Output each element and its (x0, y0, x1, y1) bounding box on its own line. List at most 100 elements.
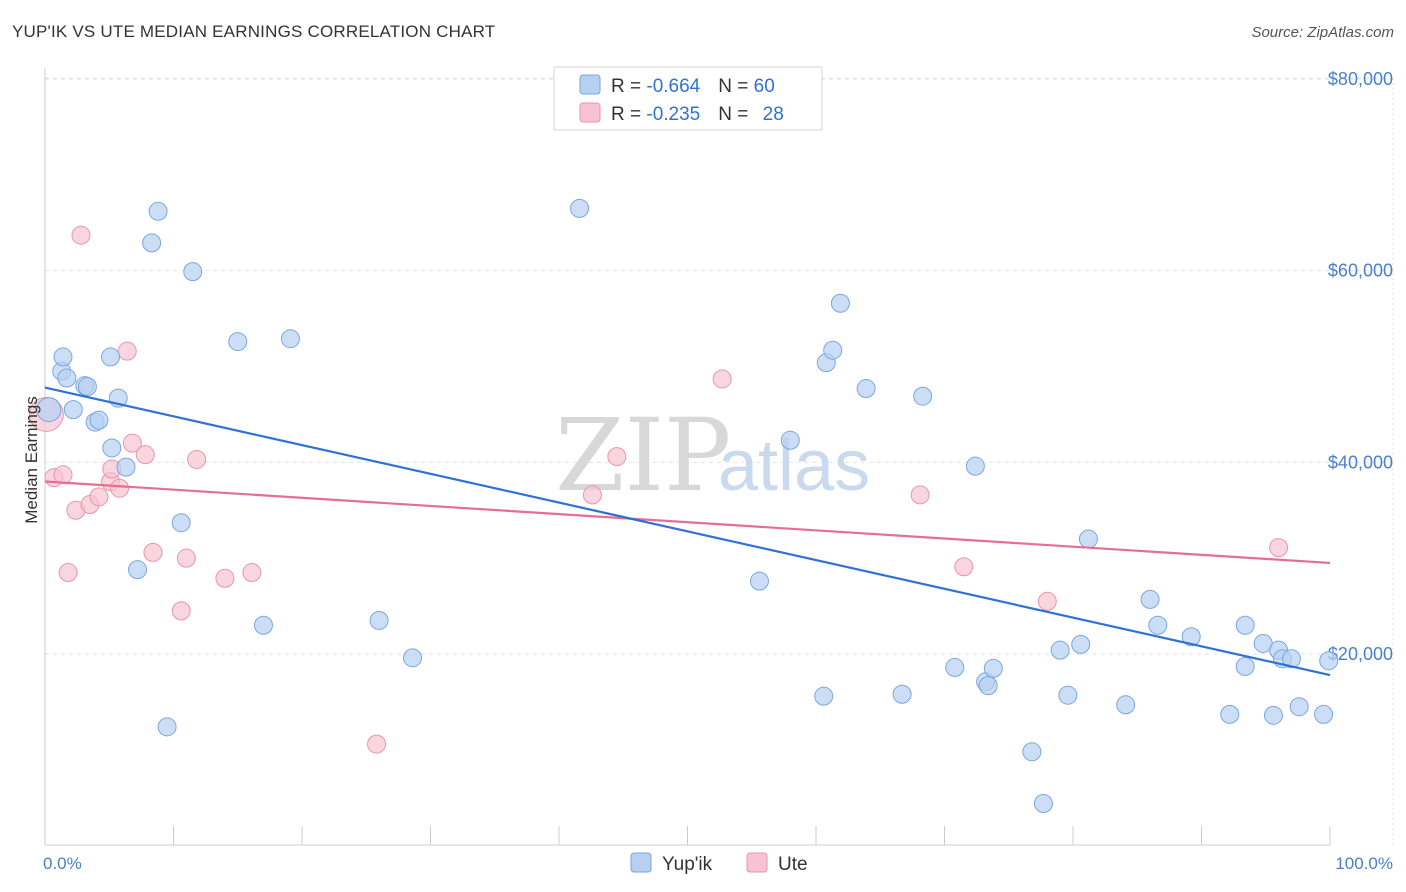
yupik-point (1140, 589, 1160, 609)
ute-point (122, 433, 142, 453)
x-tick-label: 100.0% (1335, 854, 1393, 873)
y-tick-label: $20,000 (1328, 644, 1393, 664)
yupik-point (228, 332, 248, 352)
ute-trend-line (44, 480, 1331, 565)
yupik-point (892, 684, 912, 704)
yupik-point (171, 513, 191, 533)
yupik-point (1071, 634, 1091, 654)
ute-point (53, 465, 73, 485)
yupik-point (1235, 615, 1255, 635)
yupik-point (142, 233, 162, 253)
legend-ute-r-label: R = (611, 104, 646, 125)
y-tick-label: $80,000 (1328, 69, 1393, 89)
legend-bottom-label-yupik: Yup'ik (662, 854, 713, 875)
ute-point (712, 369, 732, 389)
yupik-point (36, 397, 62, 423)
legend-ute-n-label: N = (718, 104, 753, 125)
ute-point (143, 542, 163, 562)
yupik-point (814, 686, 834, 706)
ute-point (367, 734, 387, 754)
ute-point (89, 487, 109, 507)
yupik-point (369, 610, 389, 630)
legend-yupik-r-label: R = (611, 76, 646, 97)
legend-row-ute: R = -0.235 N = 28 (611, 104, 784, 125)
ute-point (117, 341, 137, 361)
ute-point (1269, 538, 1289, 558)
legend-row-yupik: R = -0.664 N = 60 (611, 76, 775, 97)
watermark: ZIP atlas (555, 397, 870, 514)
yupik-point (1116, 695, 1136, 715)
yupik-point (978, 676, 998, 696)
yupik-point (1058, 685, 1078, 705)
ute-point (582, 485, 602, 505)
yupik-point (57, 368, 77, 388)
yupik-point (1148, 615, 1168, 635)
ute-point (187, 449, 207, 469)
yupik-point (403, 648, 423, 668)
legend-yupik-n-label: N = (718, 76, 753, 97)
legend-swatch-ute (579, 102, 601, 123)
ute-point (110, 478, 130, 498)
watermark-zip: ZIP (555, 397, 731, 514)
yupik-point (101, 347, 121, 367)
yupik-trend-line (44, 386, 1331, 677)
yupik-point (128, 560, 148, 580)
legend-bottom-swatch-ute (746, 852, 768, 873)
yupik-point (63, 400, 83, 420)
legend-swatch-yupik (579, 74, 601, 95)
yupik-point (253, 615, 273, 635)
ute-point (71, 225, 91, 245)
yupik-point (102, 438, 122, 458)
yupik-point (280, 329, 300, 349)
legend-bottom-swatch-yupik (630, 852, 652, 873)
legend-ute-n-value: 28 (763, 104, 784, 125)
yupik-point (570, 198, 590, 218)
yupik-point (53, 347, 73, 367)
yupik-point (913, 386, 933, 406)
yupik-point (856, 379, 876, 399)
y-tick-label: $60,000 (1328, 261, 1393, 281)
yupik-point (965, 456, 985, 476)
ute-point (176, 548, 196, 568)
y-tick-label: $40,000 (1328, 452, 1393, 472)
yupik-point (1078, 529, 1098, 549)
legend-yupik-n-value: 60 (754, 76, 775, 97)
x-tick-label: 0.0% (43, 854, 82, 873)
ute-point (910, 485, 930, 505)
yupik-point (1281, 649, 1301, 669)
yupik-point (77, 377, 97, 397)
ute-point (171, 601, 191, 621)
legend-yupik-r-value: -0.664 (646, 76, 700, 97)
yupik-point (749, 571, 769, 591)
yupik-point (1220, 704, 1240, 724)
ute-point (215, 568, 235, 588)
yupik-point (1289, 697, 1309, 717)
legend-bottom: Yup'ik Ute (630, 852, 808, 875)
yupik-point (1314, 704, 1334, 724)
yupik-point (89, 410, 109, 430)
legend-bottom-label-ute: Ute (778, 854, 808, 875)
yupik-point (1263, 705, 1283, 725)
yupik-point (148, 201, 168, 221)
ute-point (1037, 591, 1057, 611)
yupik-point (1181, 627, 1201, 647)
ute-point (607, 447, 627, 467)
ute-point (135, 445, 155, 465)
yupik-point (983, 658, 1003, 678)
yupik-point (116, 457, 136, 477)
yupik-point (157, 717, 177, 737)
ute-point (242, 563, 262, 583)
yupik-point (945, 657, 965, 677)
yupik-point (183, 262, 203, 282)
source-label: Source: ZipAtlas.com (1251, 24, 1394, 41)
legend-top: R = -0.664 N = 60 R = -0.235 N = 28 (553, 66, 823, 131)
axis-layer: $20,000 $40,000 $60,000 $80,000 0.0% 100.0% (43, 68, 1393, 873)
yupik-point (1022, 742, 1042, 762)
yupik-point (1235, 656, 1255, 676)
yupik-point (1050, 640, 1070, 660)
ute-point (954, 557, 974, 577)
yupik-point (823, 340, 843, 360)
legend-ute-r-value: -0.235 (646, 104, 700, 125)
y-axis-label: Median Earnings (22, 396, 41, 524)
